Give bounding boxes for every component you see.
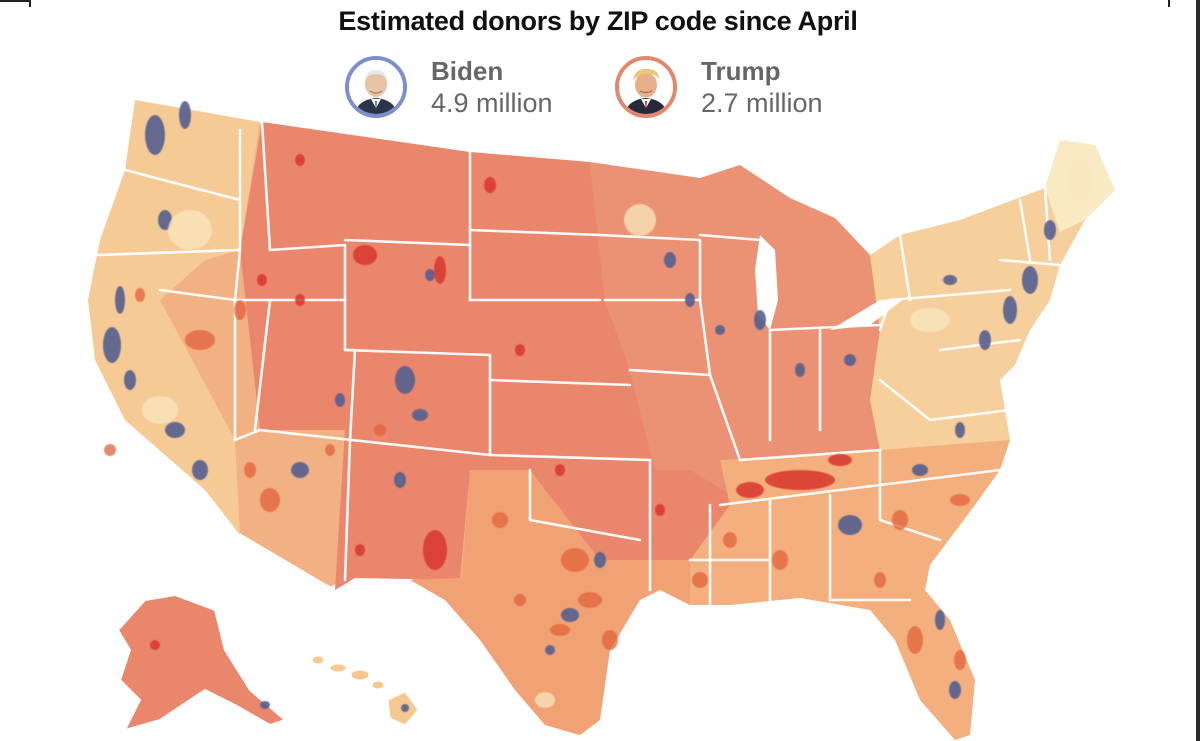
legend-count: 4.9 million [431,88,553,118]
trump-portrait-icon [615,56,677,118]
region-texas [410,470,690,735]
trump-mid-donor-areas [104,288,970,670]
state-borders [96,120,1062,607]
hawaii-islands [311,655,419,726]
us-donor-map [0,90,1196,741]
biden-portrait-icon [345,56,407,118]
alaska-shape [116,593,287,732]
trump-donor-areas [150,154,852,650]
region-midwest [590,162,880,500]
frame-line [29,0,31,7]
biden-donor-areas [103,101,1056,712]
frame-line [0,0,30,2]
lake-erie [830,298,905,330]
region-northeast [870,140,1115,450]
map-title: Estimated donors by ZIP code since April [338,6,858,36]
mixed-donor-areas [142,158,1094,708]
legend-name: Trump [701,56,781,86]
region-west-coast [88,100,260,535]
region-south [690,440,1010,740]
frame-edge [1196,0,1200,741]
legend-count: 2.7 million [701,88,823,118]
legend-name: Biden [431,56,504,86]
frame-line [1168,0,1170,7]
lake-michigan [755,235,778,330]
